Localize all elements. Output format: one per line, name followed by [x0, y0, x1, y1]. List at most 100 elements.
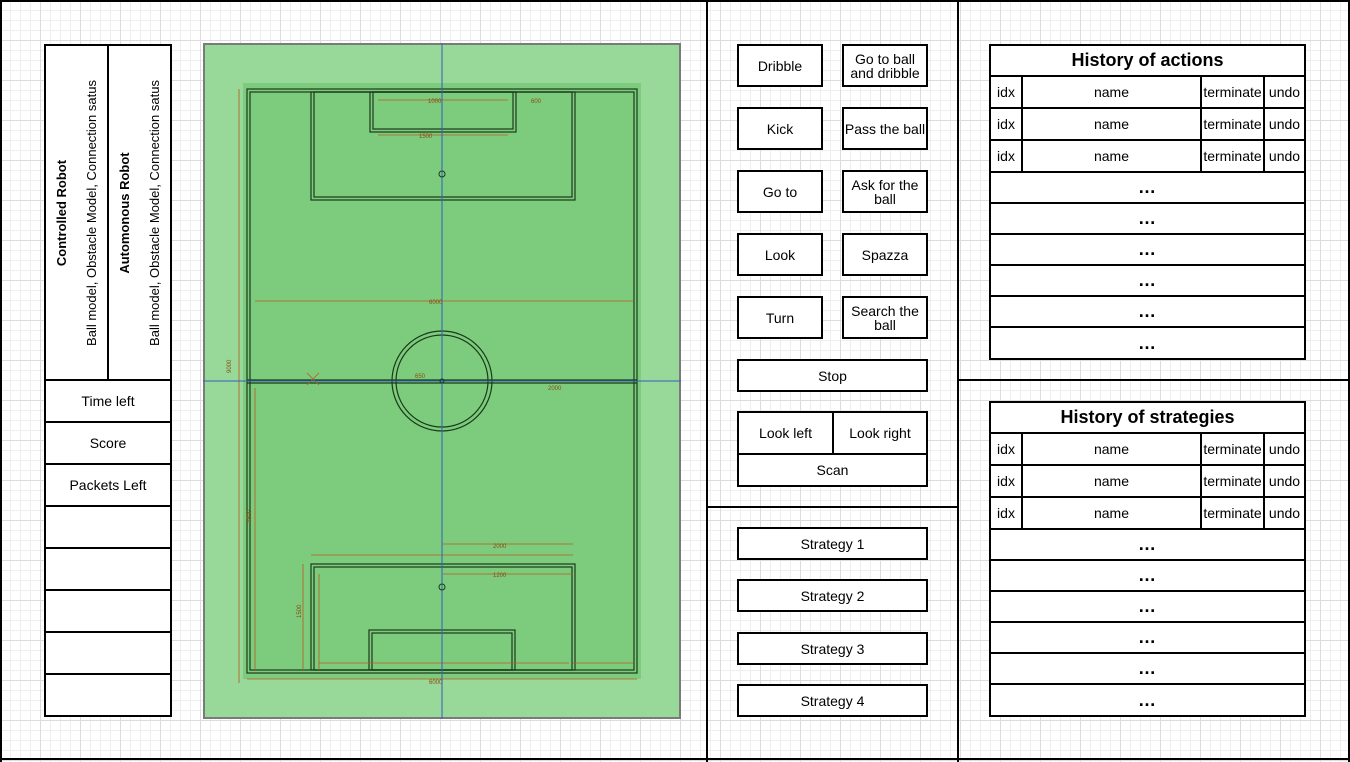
- controlled-robot-text: Controlled Robot Ball model, Obstacle Mo…: [47, 80, 107, 346]
- pass-the-ball-button-label: Pass the ball: [844, 120, 926, 137]
- dim-label-field-width: 6000: [429, 300, 443, 306]
- dim-label-goal-area: 1000: [428, 99, 442, 105]
- look-right-button[interactable]: Look right: [832, 411, 928, 455]
- stop-button-label: Stop: [818, 367, 847, 384]
- scan-button-label: Scan: [816, 462, 849, 478]
- dribble-button[interactable]: Dribble: [737, 44, 823, 87]
- kick-button[interactable]: Kick: [737, 107, 823, 150]
- scan-button[interactable]: Scan: [737, 453, 928, 487]
- controlled-robot-panel[interactable]: Controlled Robot Ball model, Obstacle Mo…: [44, 44, 109, 381]
- automonous-robot-title: Automonous Robot: [116, 151, 132, 274]
- strategy-terminate-button[interactable]: terminate: [1200, 464, 1265, 498]
- packets-left-box: Packets Left: [44, 463, 172, 507]
- action-terminate-button[interactable]: terminate: [1200, 139, 1265, 173]
- look-button[interactable]: Look: [737, 233, 823, 276]
- field-penalty-marks: [438, 170, 446, 591]
- time-left-box: Time left: [44, 379, 172, 423]
- action-undo-button[interactable]: undo: [1263, 139, 1306, 173]
- info-row-empty: [44, 505, 172, 549]
- strategy-undo-button[interactable]: undo: [1263, 464, 1306, 498]
- dim-label-goal-width: 1200: [493, 573, 507, 579]
- strategy-terminate-button[interactable]: terminate: [1200, 496, 1265, 530]
- look-left-button[interactable]: Look left: [737, 411, 834, 455]
- strategy-ellipsis-row: …: [989, 590, 1306, 623]
- action-idx-cell: idx: [989, 139, 1023, 173]
- dim-label-half-length: 4500: [247, 509, 253, 523]
- dim-label-field-width-bottom: 6000: [429, 680, 443, 686]
- dim-label-penalty-half: 2000: [493, 544, 507, 550]
- action-ellipsis-row: …: [989, 233, 1306, 266]
- stop-button[interactable]: Stop: [737, 359, 928, 392]
- automonous-robot-panel[interactable]: Automonous Robot Ball model, Obstacle Mo…: [107, 44, 172, 381]
- divider-histories: [957, 379, 1350, 381]
- field-dimension-lines: [238, 89, 637, 683]
- controlled-robot-details: Ball model, Obstacle Model, Connection s…: [83, 79, 99, 346]
- dim-label-penalty-area: 1500: [419, 134, 433, 140]
- pass-the-ball-button[interactable]: Pass the ball: [842, 107, 928, 150]
- strategy-ellipsis-row: …: [989, 528, 1306, 561]
- strategy-4-button[interactable]: Strategy 4: [737, 684, 928, 717]
- divider-vertical-1: [706, 0, 708, 762]
- ask-for-the-ball-button[interactable]: Ask for the ball: [842, 170, 928, 213]
- go-to-ball-and-dribble-button-label: Go to ball and dribble: [850, 50, 920, 81]
- look-right-button-label: Look right: [849, 425, 911, 441]
- strategy-ellipsis-row: …: [989, 683, 1306, 717]
- kick-button-label: Kick: [766, 120, 794, 137]
- dribble-button-label: Dribble: [757, 57, 803, 74]
- controlled-robot-title: Controlled Robot: [53, 159, 69, 266]
- action-undo-button[interactable]: undo: [1263, 107, 1306, 141]
- outer-border-top: [0, 0, 1350, 2]
- strategy-1-label: Strategy 1: [800, 535, 865, 552]
- strategy-name-cell: name: [1021, 464, 1202, 498]
- turn-button-label: Turn: [765, 309, 795, 326]
- action-terminate-button[interactable]: terminate: [1200, 75, 1265, 109]
- go-to-button[interactable]: Go to: [737, 170, 823, 213]
- strategy-undo-button[interactable]: undo: [1263, 432, 1306, 466]
- dim-label-goal-depth: 600: [531, 99, 542, 105]
- automonous-robot-text: Automonous Robot Ball model, Obstacle Mo…: [110, 80, 170, 346]
- info-row-empty: [44, 547, 172, 591]
- action-undo-button[interactable]: undo: [1263, 75, 1306, 109]
- strategy-3-button[interactable]: Strategy 3: [737, 632, 928, 665]
- action-name-cell: name: [1021, 139, 1202, 173]
- go-to-ball-and-dribble-button[interactable]: Go to ball and dribble: [842, 44, 928, 87]
- history-of-strategies-title: History of strategies: [989, 401, 1306, 434]
- strategy-2-button[interactable]: Strategy 2: [737, 579, 928, 612]
- strategy-ellipsis-row: …: [989, 621, 1306, 654]
- action-ellipsis-row: …: [989, 264, 1306, 297]
- strategy-4-label: Strategy 4: [800, 692, 865, 709]
- info-row-empty: [44, 673, 172, 717]
- strategy-ellipsis-row: …: [989, 559, 1306, 592]
- strategy-undo-button[interactable]: undo: [1263, 496, 1306, 530]
- action-idx-cell: idx: [989, 75, 1023, 109]
- history-of-actions-title: History of actions: [989, 44, 1306, 77]
- action-ellipsis-row: …: [989, 171, 1306, 204]
- turn-button[interactable]: Turn: [737, 296, 823, 339]
- divider-vertical-2: [957, 0, 959, 762]
- strategy-1-button[interactable]: Strategy 1: [737, 527, 928, 560]
- strategy-3-label: Strategy 3: [800, 640, 865, 657]
- divider-actions-strategies: [706, 506, 959, 508]
- time-left-label: Time left: [81, 393, 135, 409]
- score-label: Score: [89, 435, 127, 451]
- dim-label-center-offset: 2000: [548, 386, 562, 392]
- strategy-2-label: Strategy 2: [800, 587, 865, 604]
- action-ellipsis-row: …: [989, 326, 1306, 360]
- search-the-ball-button-label: Search the ball: [851, 302, 919, 333]
- action-name-cell: name: [1021, 107, 1202, 141]
- action-idx-cell: idx: [989, 107, 1023, 141]
- strategy-idx-cell: idx: [989, 432, 1023, 466]
- action-terminate-button[interactable]: terminate: [1200, 107, 1265, 141]
- outer-border-right: [1348, 0, 1350, 762]
- strategy-idx-cell: idx: [989, 496, 1023, 530]
- strategy-terminate-button[interactable]: terminate: [1200, 432, 1265, 466]
- search-the-ball-button[interactable]: Search the ball: [842, 296, 928, 339]
- outer-border-bottom: [0, 758, 1350, 760]
- action-name-cell: name: [1021, 75, 1202, 109]
- info-row-empty: [44, 631, 172, 675]
- soccer-field-map[interactable]: 9000 6000 6000 1500 4500 1000 2000 2000 …: [203, 43, 681, 719]
- spazza-button[interactable]: Spazza: [842, 233, 928, 276]
- strategy-name-cell: name: [1021, 432, 1202, 466]
- score-box: Score: [44, 421, 172, 465]
- packets-left-label: Packets Left: [69, 477, 147, 493]
